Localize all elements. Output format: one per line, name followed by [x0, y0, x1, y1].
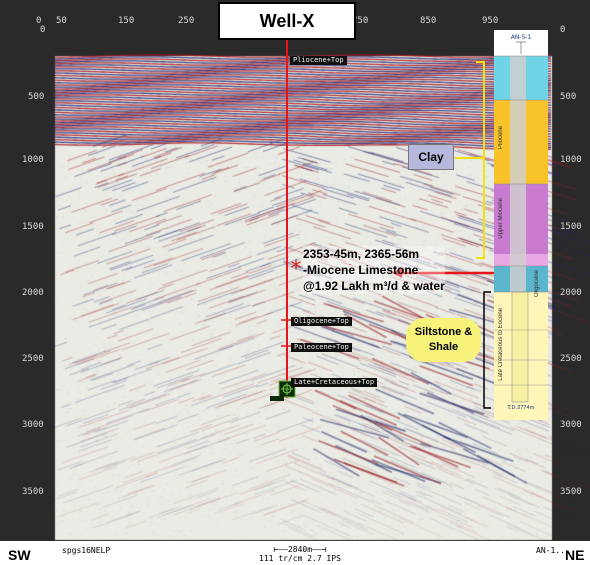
- siltstone-label-line2: Shale: [428, 341, 459, 353]
- right-tick-label: 1500: [560, 222, 582, 232]
- top-tick-label: 150: [118, 16, 135, 26]
- horizon-label-late-cretaceous: Late+Cretaceous+Top: [291, 378, 378, 387]
- well-column-graphic: AN-5-1 T.D.3774m: [494, 30, 548, 420]
- right-tick-label: 500: [560, 92, 577, 102]
- footer-strip: [0, 541, 590, 565]
- corner-label-sw: SW: [8, 547, 31, 563]
- top-tick-label: 250: [178, 16, 195, 26]
- left-tick-label: 0: [40, 25, 46, 35]
- column-label-late-cretaceous: Late Cretaceous to Eocene: [498, 308, 504, 381]
- annotation-line2: -Miocene Limestone: [303, 263, 419, 277]
- an-line-label: AN-1...: [536, 546, 570, 555]
- column-label-pliocene: Pliocene: [498, 126, 504, 150]
- right-tick-label: 3000: [560, 420, 582, 430]
- siltstone-label-box: Siltstone & Shale: [406, 318, 481, 362]
- right-tick-label: 0: [560, 25, 566, 35]
- top-tick-label: 950: [482, 16, 499, 26]
- well-column-td: T.D.3774m: [506, 405, 534, 411]
- scale-bar-label: ⊢——2840m——⊣: [273, 545, 327, 554]
- left-tick-label: 2500: [22, 354, 44, 364]
- test-result-annotation: 2353-45m, 2365-56m -Miocene Limestone @1…: [303, 246, 445, 294]
- well-title-box: Well-X: [218, 2, 356, 40]
- gas-show-star-icon: *: [291, 257, 302, 282]
- scale-bar: ⊢——2840m——⊣ 111 tr/cm 2.7 IPS: [250, 545, 350, 563]
- column-label-upper-miocene: Upper Miocene: [498, 198, 504, 239]
- clay-label-box: Clay: [408, 144, 454, 170]
- horizon-label-pliocene: Pliocene+Top: [290, 56, 347, 65]
- left-tick-label: 2000: [22, 288, 44, 298]
- well-column-inset: AN-5-1 T.D.3774m Pliocene Upper Miocene …: [494, 30, 548, 420]
- left-tick-label: 500: [28, 92, 45, 102]
- left-tick-label: 3500: [22, 487, 44, 497]
- top-tick-label: 850: [420, 16, 437, 26]
- arrow-head-icon: [392, 268, 402, 278]
- corner-label-ne: NE: [565, 547, 585, 563]
- top-tick-label: 0: [36, 16, 42, 26]
- right-tick-label: 2000: [560, 288, 582, 298]
- left-tick-label: 1500: [22, 222, 44, 232]
- annotation-line1: 2353-45m, 2365-56m: [303, 247, 420, 261]
- trace-info-label: 111 tr/cm 2.7 IPS: [259, 554, 341, 563]
- siltstone-label-line1: Siltstone &: [414, 326, 473, 338]
- right-tick-label: 2500: [560, 354, 582, 364]
- right-tick-label: 3500: [560, 487, 582, 497]
- column-label-oligocene: Oligocene: [534, 270, 540, 298]
- horizon-label-oligocene: Oligocene+Top: [291, 317, 352, 326]
- top-tick-label: 50: [56, 16, 67, 26]
- left-tick-label: 3000: [22, 420, 44, 430]
- horizon-label-paleocene: Paleocene+Top: [291, 343, 352, 352]
- annotation-line3: @1.92 Lakh m³/d & water: [303, 279, 445, 293]
- left-tick-label: 1000: [22, 155, 44, 165]
- top-tick-label: 750: [352, 16, 369, 26]
- well-column-name: AN-5-1: [511, 34, 532, 41]
- line-id-label: spgs16NELP: [62, 546, 111, 555]
- well-title: Well-X: [259, 10, 315, 31]
- clay-label: Clay: [418, 150, 444, 164]
- clay-bracket: [476, 61, 485, 259]
- siltstone-bracket: [483, 291, 491, 409]
- right-tick-label: 1000: [560, 155, 582, 165]
